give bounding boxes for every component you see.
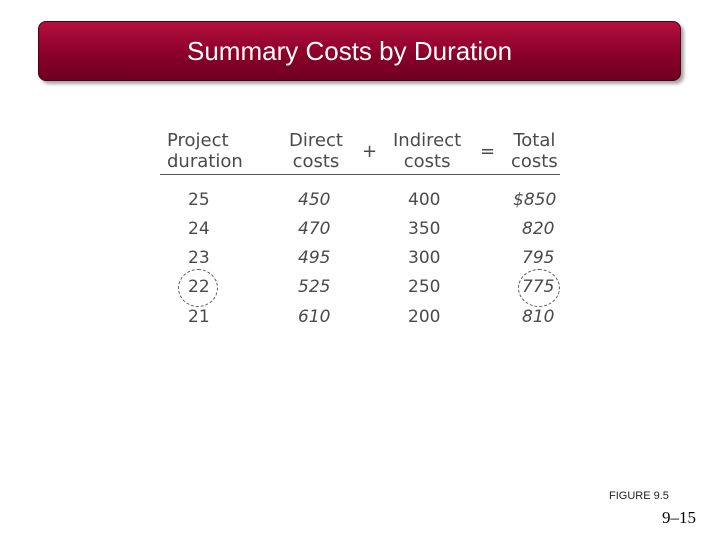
duration-cell: 23 xyxy=(188,248,210,268)
total-cost-cell: 820 xyxy=(522,219,555,239)
header-rule xyxy=(160,174,560,175)
optimal-duration-circle xyxy=(178,269,218,307)
direct-cost-cell: 450 xyxy=(298,190,331,210)
figure-label: FIGURE 9.5 xyxy=(609,490,669,502)
plus-sign: + xyxy=(362,141,378,162)
direct-cost-cell: 610 xyxy=(298,307,331,327)
direct-cost-cell: 495 xyxy=(298,248,331,268)
duration-cell: 21 xyxy=(188,307,210,327)
direct-cost-cell: 525 xyxy=(298,277,331,297)
table-row-optimal: 22 525 250 775 xyxy=(160,273,560,301)
direct-cost-cell: 470 xyxy=(298,219,331,239)
total-cost-cell: 810 xyxy=(522,307,555,327)
indirect-cost-cell: 350 xyxy=(408,219,441,239)
table-row: 23 495 300 795 xyxy=(160,244,560,272)
header-total-costs: Total costs xyxy=(511,130,558,172)
minimum-cost-circle xyxy=(518,269,560,307)
table-row: 21 610 200 810 xyxy=(160,303,560,331)
title-bar: Summary Costs by Duration xyxy=(38,21,681,81)
indirect-cost-cell: 200 xyxy=(408,307,441,327)
header-project-duration: Project duration xyxy=(167,130,243,172)
equals-sign: = xyxy=(480,141,496,162)
table-row: 24 470 350 820 xyxy=(160,215,560,243)
indirect-cost-cell: 250 xyxy=(408,277,441,297)
indirect-cost-cell: 300 xyxy=(408,248,441,268)
total-cost-cell: $850 xyxy=(513,190,557,210)
page-number: 9–15 xyxy=(662,508,696,527)
duration-cell: 25 xyxy=(188,190,210,210)
slide-title: Summary Costs by Duration xyxy=(187,36,513,66)
header-direct-costs: Direct costs xyxy=(289,130,343,172)
cost-table: Project duration Direct costs + Indirect… xyxy=(160,128,560,333)
header-indirect-costs: Indirect costs xyxy=(393,130,462,172)
duration-cell: 24 xyxy=(188,219,210,239)
indirect-cost-cell: 400 xyxy=(408,190,441,210)
total-cost-cell: 795 xyxy=(522,248,555,268)
table-row: 25 450 400 $850 xyxy=(160,186,560,214)
